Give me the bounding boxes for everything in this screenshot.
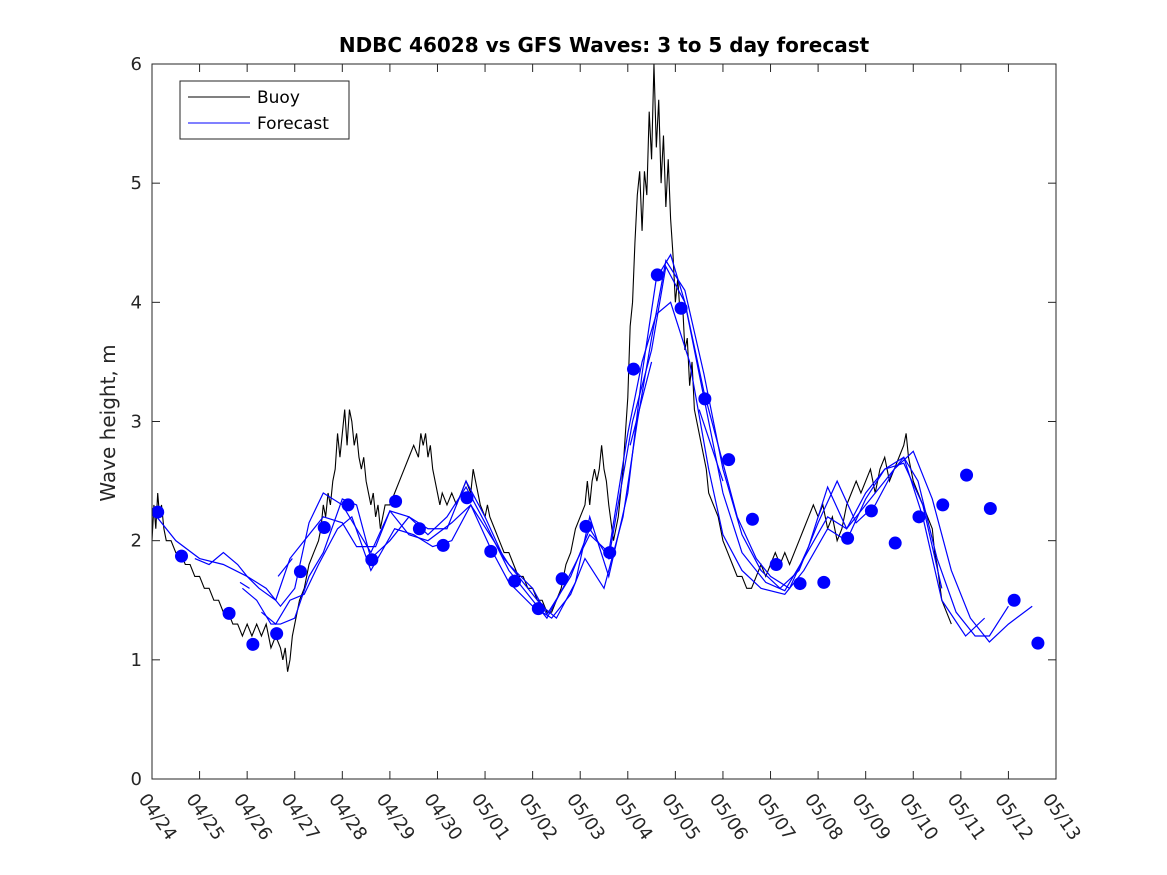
forecast-marker-8 <box>365 553 379 567</box>
forecast-marker-5 <box>293 565 307 579</box>
y-tick-label-3: 3 <box>131 412 142 433</box>
legend: Buoy Forecast <box>179 80 350 140</box>
x-tick-label-11: 05/05 <box>657 790 704 845</box>
forecast-marker-17 <box>579 519 593 533</box>
forecast-marker-33 <box>960 468 974 482</box>
forecast-marker-24 <box>745 512 759 526</box>
forecast-run-line-1 <box>194 264 986 637</box>
forecast-run-line-6 <box>629 361 653 446</box>
legend-forecast-label: Forecast <box>257 114 329 134</box>
forecast-marker-13 <box>484 544 498 558</box>
chart-title: NDBC 46028 vs GFS Waves: 3 to 5 day fore… <box>339 33 870 57</box>
forecast-marker-6 <box>317 521 331 535</box>
x-tick-label-2: 04/26 <box>229 790 276 845</box>
forecast-marker-0 <box>152 505 165 519</box>
x-tick-label-19: 05/13 <box>1038 790 1085 845</box>
forecast-marker-28 <box>841 531 855 545</box>
x-tick-label-1: 04/25 <box>181 790 228 845</box>
forecast-run-line-4 <box>239 581 250 589</box>
x-tick-label-6: 04/30 <box>419 790 466 845</box>
forecast-marker-3 <box>246 637 260 651</box>
x-tick-label-13: 05/07 <box>752 790 799 845</box>
x-tick-label-0: 04/24 <box>134 790 181 845</box>
forecast-marker-10 <box>412 522 426 536</box>
forecast-marker-19 <box>626 362 640 376</box>
x-tick-label-9: 05/03 <box>562 790 609 845</box>
forecast-marker-23 <box>722 453 736 467</box>
y-tick-label-0: 0 <box>131 769 142 790</box>
y-tick-label-6: 6 <box>131 54 142 75</box>
x-tick-label-16: 05/10 <box>895 790 942 845</box>
y-tick-label-5: 5 <box>131 173 142 194</box>
forecast-marker-7 <box>341 498 355 512</box>
y-axis-label: Wave height, m <box>96 344 120 501</box>
x-tick-label-10: 05/04 <box>610 790 657 845</box>
forecast-marker-21 <box>674 301 688 315</box>
forecast-run-line-3 <box>261 259 1033 643</box>
forecast-marker-31 <box>912 510 926 524</box>
forecast-marker-22 <box>698 392 712 406</box>
x-tick-label-5: 04/29 <box>372 790 419 845</box>
x-tick-label-7: 05/01 <box>467 790 514 845</box>
forecast-marker-11 <box>436 538 450 552</box>
forecast-marker-30 <box>888 536 902 550</box>
x-tick-label-17: 05/11 <box>943 790 990 845</box>
forecast-marker-1 <box>174 549 188 563</box>
forecast-marker-27 <box>817 575 831 589</box>
forecast-marker-2 <box>222 606 236 620</box>
forecast-run-line-0 <box>152 301 943 620</box>
legend-buoy-label: Buoy <box>257 88 300 108</box>
forecast-marker-35 <box>1007 593 1021 607</box>
y-tick-label-1: 1 <box>131 650 142 671</box>
legend-box <box>179 80 350 140</box>
forecast-run-line-7 <box>698 409 724 482</box>
forecast-run-line-5 <box>277 558 293 577</box>
forecast-marker-36 <box>1031 636 1045 650</box>
forecast-marker-16 <box>555 572 569 586</box>
forecast-marker-9 <box>389 494 403 508</box>
forecast-marker-12 <box>460 491 474 505</box>
forecast-marker-34 <box>983 501 997 515</box>
forecast-marker-32 <box>936 498 950 512</box>
x-tick-label-8: 05/02 <box>515 790 562 845</box>
plot-area <box>152 64 1056 779</box>
x-tick-label-15: 05/09 <box>848 790 895 845</box>
forecast-marker-20 <box>650 268 664 282</box>
forecast-marker-14 <box>508 574 522 588</box>
y-tick-label-2: 2 <box>131 531 142 552</box>
x-tick-label-3: 04/27 <box>277 790 324 845</box>
forecast-marker-25 <box>769 558 783 571</box>
forecast-marker-26 <box>793 577 807 591</box>
forecast-marker-29 <box>864 504 878 518</box>
x-tick-label-18: 05/12 <box>990 790 1037 845</box>
x-tick-label-4: 04/28 <box>324 790 371 845</box>
forecast-marker-15 <box>531 602 545 616</box>
forecast-marker-18 <box>603 546 617 560</box>
y-tick-label-4: 4 <box>131 292 142 313</box>
x-tick-label-12: 05/06 <box>705 790 752 845</box>
forecast-marker-4 <box>270 627 284 641</box>
x-tick-label-14: 05/08 <box>800 790 847 845</box>
